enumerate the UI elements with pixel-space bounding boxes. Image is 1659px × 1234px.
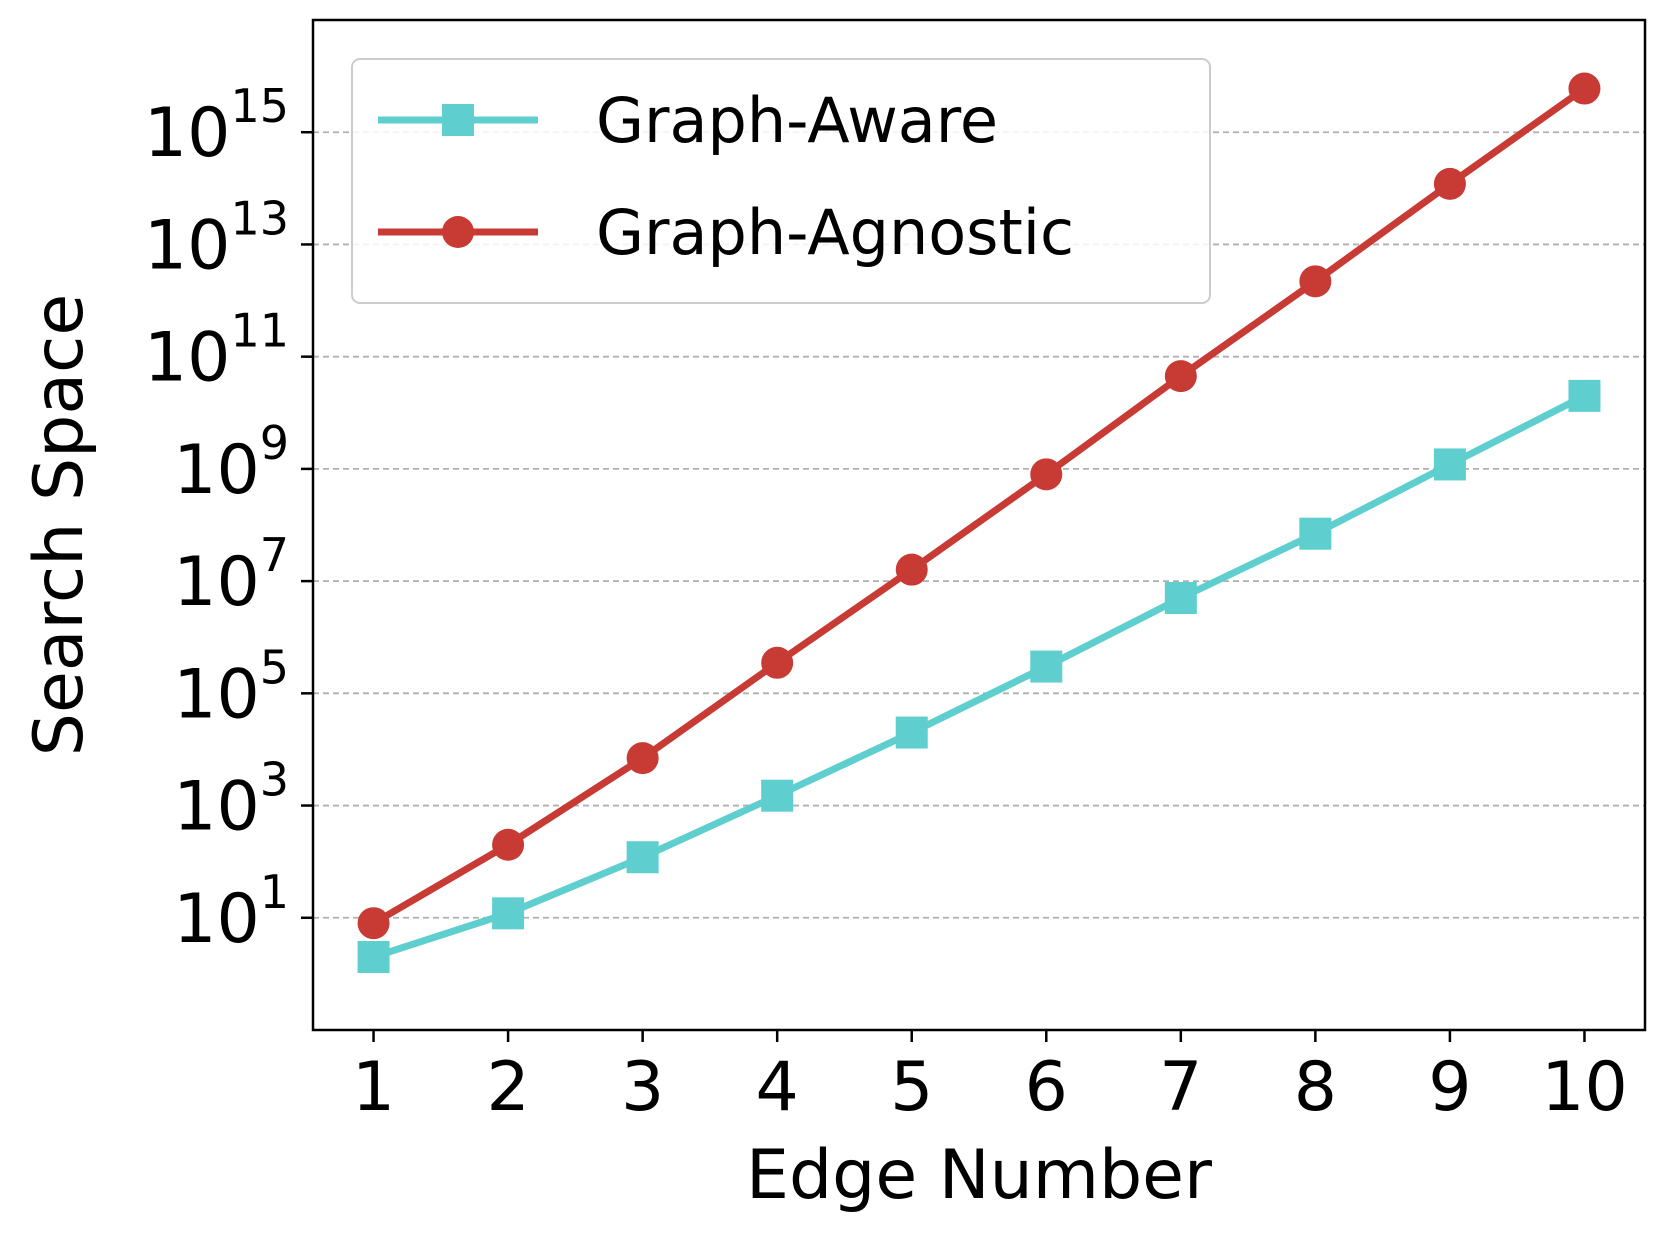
plot-frame [311, 18, 1647, 1032]
x-tick-label: 8 [1294, 1048, 1337, 1127]
data-point-graph-aware [492, 897, 525, 930]
y-tick-label: 1011 [144, 304, 289, 398]
x-tick-label: 9 [1428, 1048, 1471, 1127]
x-tick-label: 4 [756, 1048, 799, 1127]
y-tick-label: 1015 [144, 79, 289, 173]
data-point-graph-agnostic [1030, 458, 1063, 491]
x-tick-label: 7 [1159, 1048, 1202, 1127]
data-point-graph-aware [761, 779, 794, 812]
y-tick-label: 107 [173, 528, 289, 622]
x-tick-label: 2 [486, 1048, 529, 1127]
data-point-graph-agnostic [761, 646, 794, 679]
axis-ticks: 101 103 105 107 109 1011 1013 1015 1 2 3 4 5 6 7 8 9 10 [144, 79, 1628, 1127]
y-tick-label: 109 [173, 416, 289, 510]
data-point-graph-agnostic [1164, 360, 1197, 393]
legend: Graph-Aware Graph-Agnostic [351, 58, 1211, 304]
x-tick-label: 3 [621, 1048, 664, 1127]
data-point-graph-aware [1164, 582, 1197, 615]
data-point-graph-aware [357, 940, 390, 973]
legend-label-graph-aware: Graph-Aware [596, 84, 998, 157]
x-tick-label: 1 [352, 1048, 395, 1127]
series-layer [357, 72, 1601, 973]
data-point-graph-aware [626, 841, 659, 874]
data-point-graph-agnostic [1568, 72, 1601, 105]
data-point-graph-agnostic [895, 553, 928, 586]
data-point-graph-agnostic [357, 907, 390, 940]
data-point-graph-agnostic [626, 742, 659, 775]
data-point-graph-aware [1030, 650, 1063, 683]
x-axis-label: Edge Number [746, 1136, 1212, 1215]
data-point-graph-aware [1299, 517, 1332, 550]
data-point-graph-aware [1433, 448, 1466, 481]
data-point-graph-agnostic [1299, 265, 1332, 298]
series-line-graph-agnostic [371, 85, 1587, 927]
data-point-graph-aware [1568, 379, 1601, 412]
x-tick-label: 5 [890, 1048, 933, 1127]
data-point-graph-aware [895, 716, 928, 749]
y-tick-label: 1013 [144, 191, 289, 285]
legend-label-graph-agnostic: Graph-Agnostic [596, 196, 1074, 269]
series-line-graph-aware [372, 392, 1587, 961]
legend-marker-graph-aware [442, 104, 474, 136]
x-tick-label: 6 [1025, 1048, 1068, 1127]
data-point-graph-agnostic [1433, 167, 1466, 200]
y-tick-label: 103 [173, 753, 289, 847]
x-tick-label: 10 [1541, 1048, 1628, 1127]
legend-marker-graph-agnostic [442, 216, 474, 248]
y-tick-label: 105 [173, 640, 289, 734]
data-point-graph-agnostic [492, 828, 525, 861]
legend-box [351, 58, 1211, 304]
y-axis-label: Search Space [20, 294, 99, 756]
y-tick-label: 101 [173, 865, 289, 959]
